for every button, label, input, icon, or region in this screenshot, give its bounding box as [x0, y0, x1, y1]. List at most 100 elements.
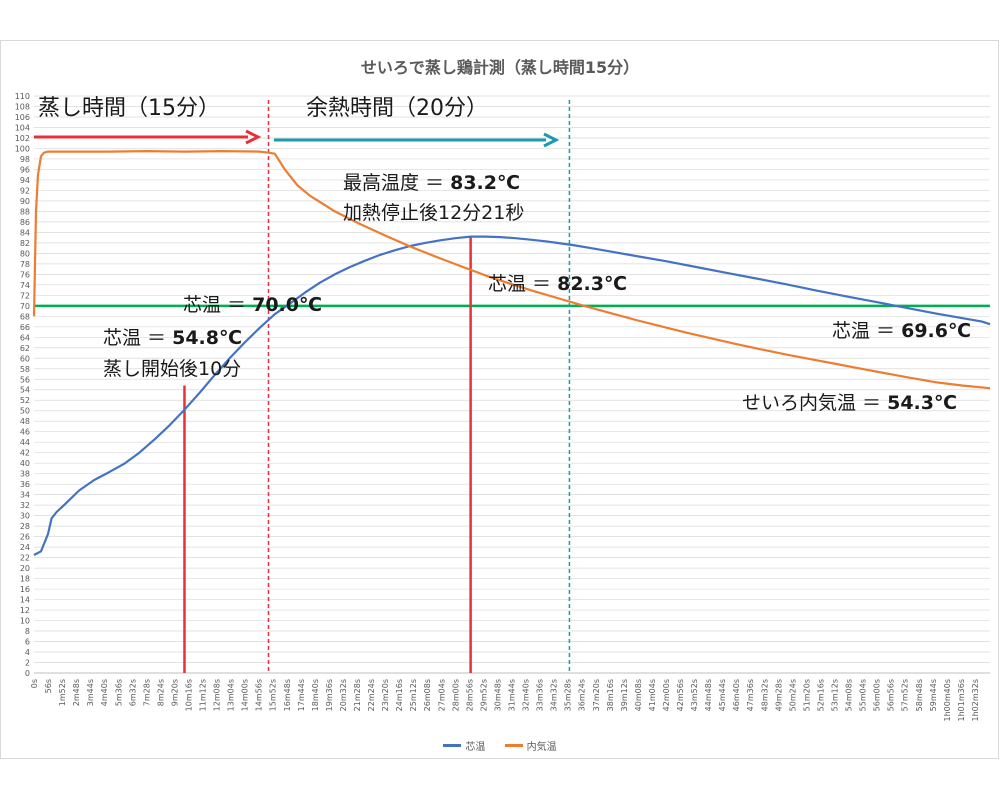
- air-end-value: 54.3℃: [887, 392, 957, 414]
- phase-rest-label: 余熱時間（20分）: [306, 96, 488, 121]
- series-lines: [32, 150, 991, 556]
- x-tick-label: 43m52s: [690, 679, 699, 711]
- core-70-label: 芯温 ＝: [183, 294, 253, 316]
- legend-label-air: 内気温: [526, 742, 557, 753]
- x-tick-label: 38m16s: [606, 679, 615, 711]
- x-tick-label: 14m56s: [255, 679, 264, 711]
- y-tick-label: 106: [15, 113, 30, 122]
- x-tick-label: 2m48s: [72, 679, 81, 706]
- x-tick-label: 56m00s: [873, 679, 882, 711]
- y-axis-ticks: 0246810121416182022242628303234363840424…: [15, 92, 30, 678]
- y-tick-label: 8: [25, 627, 30, 636]
- x-tick-label: 33m36s: [536, 679, 545, 711]
- y-tick-label: 28: [20, 522, 30, 531]
- max-temp-annotation: 最高温度 ＝ 83.2℃: [343, 174, 520, 193]
- y-tick-label: 34: [20, 491, 30, 500]
- max-temp-value: 83.2℃: [450, 172, 520, 194]
- x-tick-label: 44m48s: [704, 679, 713, 711]
- y-tick-label: 20: [20, 564, 30, 573]
- x-tick-label: 9m20s: [170, 679, 179, 706]
- y-tick-label: 76: [20, 270, 30, 279]
- x-tick-label: 47m36s: [746, 679, 755, 711]
- y-tick-label: 108: [15, 102, 30, 111]
- y-tick-label: 58: [20, 365, 30, 374]
- core-54-time: 蒸し開始後10分: [103, 358, 242, 380]
- x-tick-label: 56s: [44, 679, 53, 693]
- max-temp-time: 加熱停止後12分21秒: [343, 202, 525, 224]
- x-tick-label: 22m24s: [367, 679, 376, 711]
- x-tick-label: 50m24s: [788, 679, 797, 711]
- y-tick-label: 44: [20, 438, 30, 447]
- x-tick-label: 45m44s: [718, 679, 727, 711]
- y-tick-label: 54: [20, 386, 30, 395]
- y-tick-label: 88: [20, 207, 30, 216]
- steam-arrow: [34, 129, 262, 145]
- y-tick-label: 48: [20, 417, 30, 426]
- x-tick-label: 18m40s: [311, 679, 320, 711]
- x-tick-label: 55m04s: [859, 679, 868, 711]
- y-tick-label: 46: [20, 428, 30, 437]
- y-tick-label: 52: [20, 396, 30, 405]
- y-tick-label: 62: [20, 344, 30, 353]
- x-tick-label: 23m20s: [381, 679, 390, 711]
- core-82-value: 82.3℃: [557, 273, 627, 295]
- legend-label-core: 芯温: [465, 742, 486, 753]
- y-tick-label: 102: [15, 134, 30, 143]
- reference-lines: [34, 100, 990, 673]
- y-tick-label: 4: [25, 648, 30, 657]
- x-tick-label: 11m12s: [199, 679, 208, 711]
- x-tick-label: 36m24s: [578, 679, 587, 711]
- y-tick-label: 70: [20, 302, 30, 311]
- x-axis-ticks: 0s 56s 1m52s 2m48s 3m44s 4m40s 5m36s 6m32s 7m28s…: [30, 679, 980, 721]
- x-tick-label: 28m00s: [451, 679, 460, 711]
- y-tick-label: 32: [20, 501, 30, 510]
- y-tick-label: 12: [20, 606, 30, 615]
- x-tick-label: 4m40s: [100, 679, 109, 706]
- y-tick-label: 10: [20, 617, 30, 626]
- x-tick-label: 51m20s: [802, 679, 811, 711]
- legend-item-air: 内気温: [504, 738, 557, 753]
- x-tick-label: 7m28s: [142, 679, 151, 706]
- x-tick-label: 16m48s: [283, 679, 292, 711]
- x-tick-label: 14m00s: [241, 679, 250, 711]
- y-tick-label: 18: [20, 575, 30, 584]
- x-tick-label: 1h02m32s: [971, 679, 980, 721]
- rest-arrow-head: [543, 132, 560, 148]
- y-tick-label: 60: [20, 354, 30, 363]
- y-tick-label: 64: [20, 333, 30, 342]
- x-tick-label: 1m52s: [58, 679, 67, 706]
- x-tick-label: 21m28s: [353, 679, 362, 711]
- phase-steam-label: 蒸し時間（15分）: [38, 96, 220, 121]
- y-tick-label: 72: [20, 291, 30, 300]
- x-tick-label: 1h00m40s: [943, 679, 952, 721]
- air-end-annotation: せいろ内気温 ＝ 54.3℃: [742, 394, 957, 413]
- phase-arrows: [34, 129, 560, 148]
- y-tick-label: 38: [20, 470, 30, 479]
- x-tick-label: 20m32s: [339, 679, 348, 711]
- x-tick-label: 25m12s: [409, 679, 418, 711]
- legend-item-core: 芯温: [443, 738, 485, 753]
- core-82-annotation: 芯温 ＝ 82.3℃: [488, 275, 627, 294]
- y-tick-label: 96: [20, 165, 30, 174]
- core-70-value: 70.0℃: [252, 294, 322, 316]
- y-tick-label: 100: [15, 144, 30, 153]
- air-end-label: せいろ内気温 ＝: [742, 392, 888, 414]
- x-tick-label: 34m32s: [550, 679, 559, 711]
- x-tick-label: 39m12s: [620, 679, 629, 711]
- y-tick-label: 90: [20, 197, 30, 206]
- x-tick-label: 28m56s: [465, 679, 474, 711]
- core-54-value: 54.8℃: [172, 327, 242, 349]
- y-tick-label: 14: [20, 596, 30, 605]
- core-70-annotation: 芯温 ＝ 70.0℃: [183, 296, 322, 315]
- y-tick-label: 42: [20, 449, 30, 458]
- x-tick-label: 49m28s: [774, 679, 783, 711]
- y-tick-label: 74: [20, 281, 30, 290]
- x-tick-label: 27m04s: [437, 679, 446, 711]
- x-tick-label: 56m56s: [887, 679, 896, 711]
- y-tick-label: 26: [20, 533, 30, 542]
- x-tick-label: 12m08s: [213, 679, 222, 711]
- chart-frame: [0, 40, 999, 759]
- x-tick-label: 10m16s: [184, 679, 193, 711]
- x-tick-label: 37m20s: [592, 679, 601, 711]
